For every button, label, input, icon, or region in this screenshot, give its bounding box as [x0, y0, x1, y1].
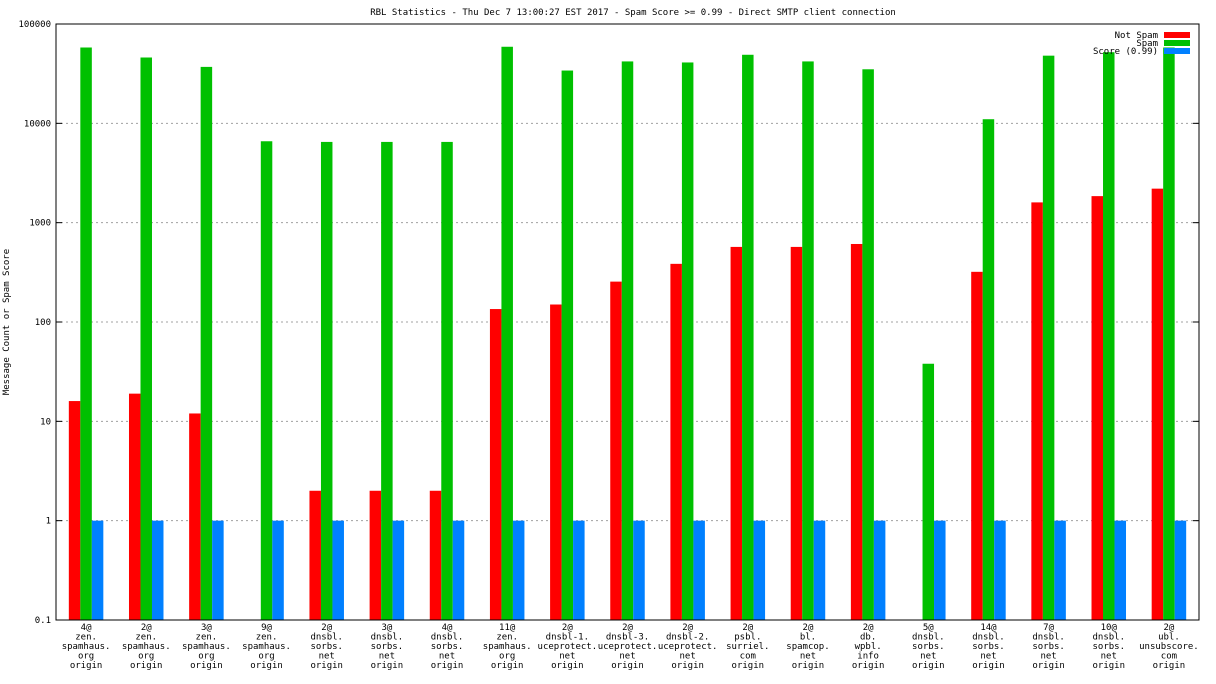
- bar-spam: [260, 141, 273, 620]
- bar-spam: [742, 54, 754, 620]
- x-tick-label: 2@ zen. spamhaus. org origin: [122, 623, 171, 671]
- bar-not-spam: [790, 246, 803, 620]
- x-tick-label: 5@ dnsbl. sorbs. net origin: [912, 623, 945, 671]
- bar-spam: [80, 47, 92, 620]
- x-tick-label: 3@ dnsbl. sorbs. net origin: [371, 623, 404, 671]
- bar-not-spam: [189, 413, 201, 620]
- x-tick-label: 2@ dnsbl-3. uceprotect. net origin: [598, 623, 658, 671]
- x-tick-label: 2@ dnsbl. sorbs. net origin: [310, 623, 343, 671]
- x-tick-label: 10@ dnsbl. sorbs. net origin: [1093, 623, 1126, 671]
- bar-not-spam: [670, 263, 682, 620]
- bar-score-0-99: [693, 520, 705, 620]
- chart-title: RBL Statistics - Thu Dec 7 13:00:27 EST …: [370, 8, 896, 18]
- y-tick-label: 10: [40, 417, 51, 427]
- y-tick-label: 10000: [24, 119, 51, 129]
- bar-score-0-99: [633, 520, 645, 620]
- bar-spam: [862, 69, 874, 620]
- y-axis-label: Message Count or Spam Score: [2, 249, 12, 395]
- bar-spam: [922, 363, 935, 620]
- bar-not-spam: [1031, 202, 1043, 620]
- bar-score-0-99: [1174, 520, 1187, 620]
- bar-not-spam: [730, 246, 743, 620]
- bar-score-0-99: [91, 520, 104, 620]
- y-tick-label: 1: [46, 517, 51, 527]
- bar-not-spam: [309, 490, 321, 620]
- bar-spam: [802, 61, 814, 621]
- bar-spam: [561, 70, 574, 620]
- legend-label: Not Spam: [1115, 31, 1158, 41]
- legend-swatch: [1164, 32, 1190, 38]
- x-tick-label: 7@ dnsbl. sorbs. net origin: [1032, 623, 1065, 671]
- x-tick-label: 2@ ubl. unsubscore. com origin: [1139, 623, 1199, 671]
- bar-score-0-99: [813, 520, 826, 620]
- x-tick-label: 4@ dnsbl. sorbs. net origin: [431, 623, 464, 671]
- bar-not-spam: [1091, 196, 1104, 620]
- x-tick-label: 3@ zen. spamhaus. org origin: [182, 623, 231, 671]
- bar-not-spam: [1151, 188, 1164, 620]
- y-tick-labels: 0.1 1 10 100 1000 10000 100000: [18, 20, 51, 626]
- bar-not-spam: [369, 490, 382, 620]
- bar-spam: [441, 141, 453, 620]
- x-tick-label: 11@ zen. spamhaus. org origin: [483, 623, 532, 671]
- bar-spam: [320, 141, 333, 620]
- y-tick-label: 100: [35, 318, 51, 328]
- legend-swatch: [1164, 48, 1190, 54]
- bar-score-0-99: [151, 520, 164, 620]
- bar-score-0-99: [512, 520, 525, 620]
- bar-not-spam: [610, 281, 622, 620]
- bar-spam: [1103, 52, 1115, 621]
- bar-spam: [1042, 55, 1055, 620]
- bar-spam: [501, 46, 513, 621]
- bar-score-0-99: [753, 520, 766, 620]
- bar-score-0-99: [272, 520, 284, 620]
- y-tick-label: 100000: [18, 20, 51, 30]
- bar-spam: [200, 66, 213, 620]
- x-tick-label: 2@ dnsbl-1. uceprotect. net origin: [538, 623, 598, 671]
- bar-score-0-99: [573, 520, 585, 620]
- bar-score-0-99: [934, 520, 946, 620]
- legend-label: Score (0.99): [1093, 47, 1158, 57]
- bar-score-0-99: [1114, 520, 1127, 620]
- x-tick-label: 2@ dnsbl-2. uceprotect. net origin: [658, 623, 718, 671]
- bar-not-spam: [850, 243, 863, 620]
- x-tick-label: 4@ zen. spamhaus. org origin: [62, 623, 111, 671]
- bar-not-spam: [429, 490, 442, 620]
- legend-label: Spam: [1136, 39, 1158, 49]
- bar-spam: [1163, 47, 1175, 620]
- bar-score-0-99: [452, 520, 465, 620]
- bar-not-spam: [128, 393, 141, 620]
- bar-spam: [140, 57, 152, 620]
- bar-spam: [681, 62, 694, 620]
- y-tick-label: 0.1: [35, 616, 51, 626]
- bar-score-0-99: [212, 520, 224, 620]
- bar-score-0-99: [994, 520, 1006, 620]
- bar-spam: [982, 119, 995, 621]
- bar-not-spam: [550, 304, 562, 620]
- legend-swatch: [1164, 40, 1190, 46]
- plot-frame: [55, 23, 1200, 621]
- bars-layer: [68, 46, 1187, 621]
- x-tick-label: 14@ dnsbl. sorbs. net origin: [972, 623, 1005, 671]
- bar-score-0-99: [332, 520, 344, 620]
- bar-spam: [621, 61, 634, 621]
- y-tick-label: 1000: [29, 219, 51, 229]
- x-tick-label: 2@ psbl. surriel. com origin: [726, 623, 769, 671]
- bar-score-0-99: [392, 520, 405, 620]
- bar-not-spam: [68, 401, 81, 620]
- bar-spam: [381, 141, 393, 620]
- x-tick-label: 2@ db. wpbl. info origin: [852, 623, 885, 671]
- bar-not-spam: [971, 271, 983, 620]
- x-tick-label: 2@ bl. spamcop. net origin: [786, 623, 829, 671]
- bar-score-0-99: [1054, 520, 1066, 620]
- bar-not-spam: [489, 309, 502, 620]
- x-tick-label: 9@ zen. spamhaus. org origin: [242, 623, 291, 671]
- bar-score-0-99: [873, 520, 886, 620]
